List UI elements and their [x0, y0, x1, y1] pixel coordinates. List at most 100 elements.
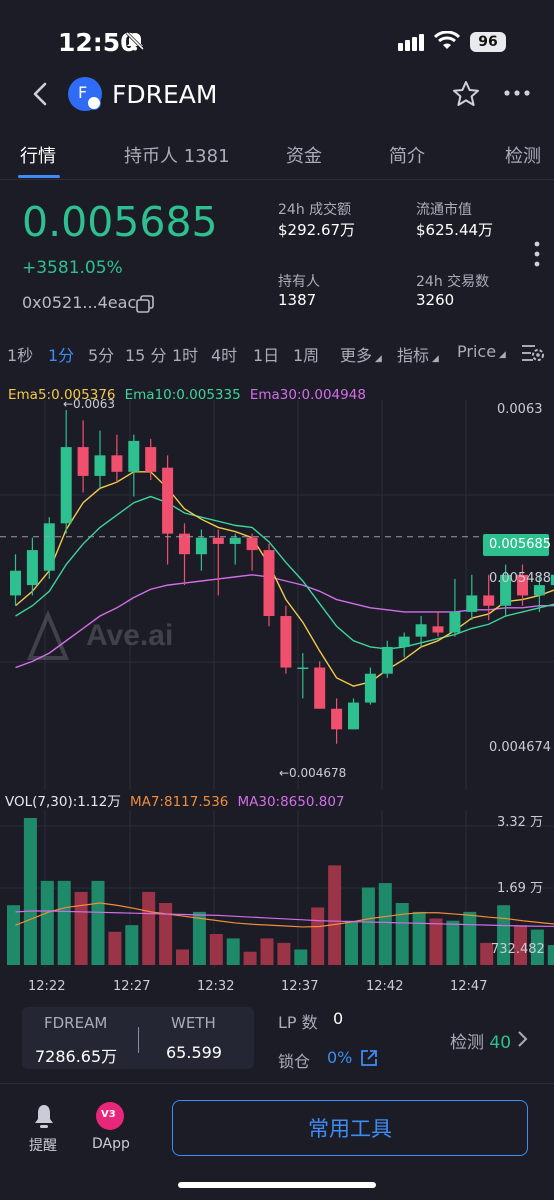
- candle: [94, 430, 106, 489]
- dropdown-caret-icon: ◢: [429, 354, 439, 364]
- stat-txns-value: 3260: [416, 291, 455, 309]
- tf-1s[interactable]: 1秒: [7, 346, 34, 365]
- candle: [297, 653, 309, 699]
- candle: [179, 523, 190, 586]
- star-icon[interactable]: [451, 79, 481, 109]
- candle-body: [128, 440, 140, 472]
- more-icon[interactable]: [504, 88, 530, 98]
- stat-volume-value: $292.67万: [278, 221, 356, 239]
- home-indicator: [178, 1182, 376, 1188]
- volume-bar: [226, 938, 240, 965]
- back-icon[interactable]: [28, 80, 52, 108]
- candle: [128, 434, 140, 497]
- volume-chart[interactable]: [0, 810, 554, 968]
- ema-lines: [15, 471, 554, 687]
- candle-body: [60, 447, 72, 524]
- tf-1m[interactable]: 1分: [48, 346, 75, 365]
- candle: [263, 543, 275, 627]
- volume-bar: [514, 925, 527, 965]
- candle: [398, 632, 410, 658]
- candle-body: [331, 708, 343, 730]
- tab-market[interactable]: 行情: [20, 146, 56, 167]
- stat-holders-value: 1387: [278, 291, 317, 309]
- volume-legend: VOL(7,30):1.12万 MA7:8117.536 MA30:8650.8…: [5, 790, 345, 810]
- chart-settings-icon[interactable]: [521, 342, 545, 364]
- volume-bar: [547, 945, 554, 965]
- candle: [348, 698, 359, 730]
- dapp-label: DApp: [92, 1136, 130, 1152]
- candle: [195, 529, 207, 571]
- volume-bar: [429, 918, 443, 965]
- copy-icon[interactable]: [135, 294, 155, 314]
- candle-body: [381, 646, 393, 674]
- axis-vol-bottom: 732.482: [491, 942, 545, 957]
- candle-body: [348, 702, 359, 730]
- ema10-legend: Ema10:0.005335: [124, 387, 241, 403]
- price-mode-dropdown[interactable]: Price ◢: [457, 342, 506, 361]
- volume-bar: [142, 891, 156, 965]
- tf-more-dropdown[interactable]: 更多 ◢: [340, 342, 382, 366]
- tf-1w[interactable]: 1周: [293, 346, 320, 365]
- volume-bar: [7, 905, 20, 965]
- candle-body: [415, 624, 427, 637]
- time-label: 12:47: [450, 979, 488, 994]
- candle-body: [432, 626, 444, 633]
- tf-1d[interactable]: 1日: [253, 346, 280, 365]
- volume-bar: [378, 883, 392, 965]
- common-tools-button[interactable]: 常用工具: [172, 1100, 528, 1156]
- tab-intro[interactable]: 简介: [389, 146, 425, 167]
- candle-body: [483, 595, 495, 606]
- status-time: 12:50: [58, 28, 138, 57]
- candle: [364, 667, 376, 705]
- axis-price-top: 0.0063: [497, 402, 543, 417]
- tab-check[interactable]: 检测: [505, 146, 541, 167]
- bottom-divider: [0, 1083, 554, 1084]
- candle-body: [10, 570, 21, 596]
- candle-body: [94, 455, 106, 476]
- time-label: 12:42: [366, 979, 404, 994]
- indicator-dropdown[interactable]: 指标 ◢: [397, 342, 439, 366]
- candle-body: [533, 585, 545, 596]
- check-score[interactable]: 检测 40: [450, 1028, 511, 1053]
- ma7-legend: MA7:8117.536: [129, 794, 229, 810]
- candle: [517, 564, 528, 606]
- pool-divider: [138, 1027, 139, 1053]
- candle-body: [111, 455, 123, 472]
- candle: [43, 517, 55, 579]
- external-link-icon[interactable]: [360, 1049, 378, 1067]
- candle: [145, 438, 157, 481]
- tab-funds[interactable]: 资金: [286, 146, 322, 167]
- volume-bar: [108, 931, 122, 965]
- price-change: +3581.05%: [22, 258, 123, 278]
- tf-4h[interactable]: 4时: [211, 346, 238, 365]
- axis-price-mid: 0.005488: [489, 571, 552, 586]
- dapp-button[interactable]: V3 DApp: [88, 1102, 136, 1156]
- chain-badge: [87, 96, 101, 110]
- tf-15m[interactable]: 15 分: [125, 346, 167, 365]
- check-score-label: 检测: [450, 1033, 484, 1053]
- volume-bar: [361, 887, 375, 965]
- volume-bar: [328, 865, 342, 965]
- tab-holders[interactable]: 持币人 1381: [124, 146, 230, 167]
- candle-body: [500, 574, 512, 606]
- contract-address-text: 0x0521...4eac: [22, 293, 137, 312]
- time-label: 12:37: [281, 979, 319, 994]
- candle-body: [26, 550, 38, 586]
- tf-5m[interactable]: 5分: [88, 346, 115, 365]
- candle: [432, 611, 444, 637]
- volume-bar: [192, 911, 206, 965]
- volume-bar: [57, 880, 71, 965]
- lp-count-label: LP 数: [278, 1013, 318, 1032]
- lock-value[interactable]: 0%: [327, 1048, 353, 1067]
- chevron-right-icon[interactable]: [516, 1030, 528, 1048]
- remind-button[interactable]: 提醒: [22, 1103, 66, 1155]
- tf-more-label: 更多: [340, 346, 373, 365]
- candle-body: [466, 595, 478, 612]
- candle-body: [398, 636, 410, 647]
- volume-bar: [294, 949, 308, 965]
- tf-1h[interactable]: 1时: [172, 346, 199, 365]
- vertical-more-icon[interactable]: [532, 240, 542, 268]
- price-chart[interactable]: Ave.ai: [0, 400, 554, 790]
- ema5-legend: Ema5:0.005376: [8, 387, 116, 403]
- lp-count-value: 0: [333, 1009, 344, 1028]
